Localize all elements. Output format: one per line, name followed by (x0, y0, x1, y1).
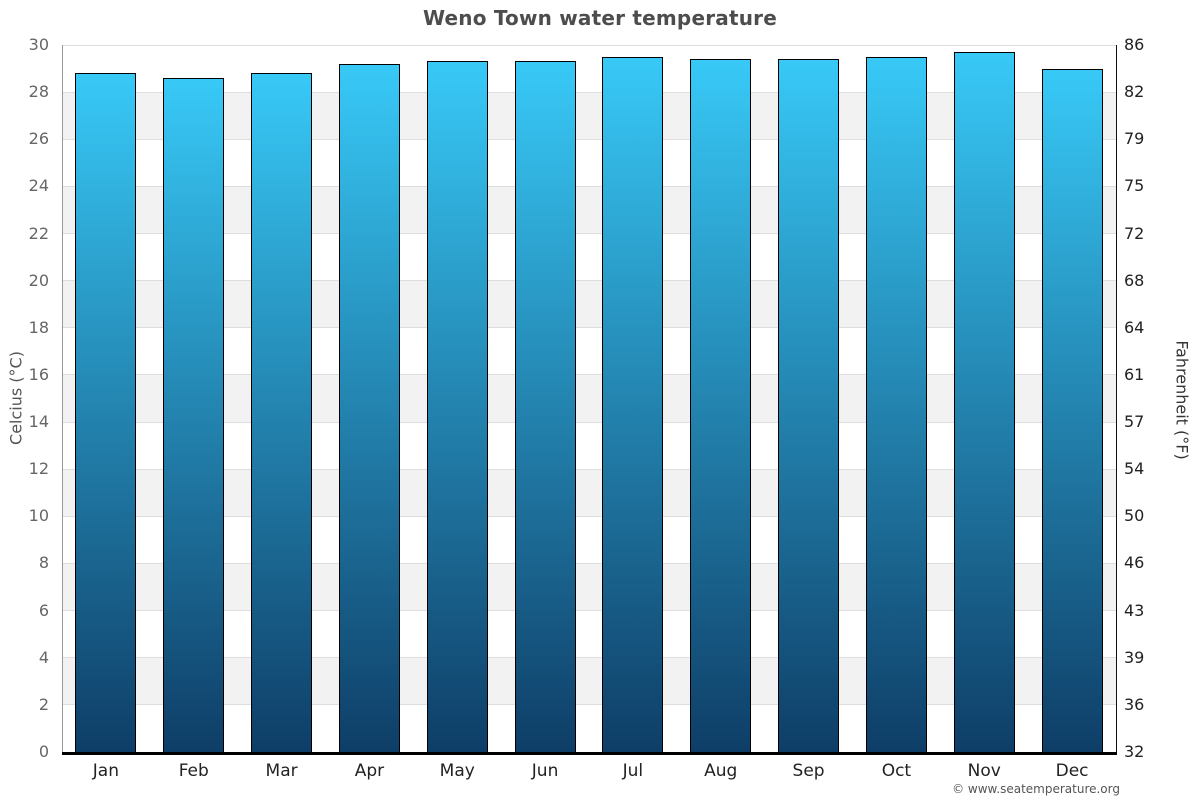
plot-band (62, 563, 1116, 611)
y-axis-title-fahrenheit: Fahrenheit (°F) (1172, 340, 1192, 460)
x-tick-label-jan: Jan (92, 761, 120, 781)
bar-mar[interactable] (251, 73, 313, 752)
plot-band (62, 92, 1116, 140)
y-tick-label-celsius: 20 (28, 270, 49, 290)
gridline (62, 421, 1116, 423)
y-tick-label-celsius: 18 (28, 317, 49, 337)
y-tick-label-celsius: 22 (28, 223, 49, 243)
y-tick-label-celsius: 30 (28, 35, 49, 54)
y-tick-label-fahrenheit: 50 (1124, 506, 1145, 526)
y-tick-label-fahrenheit: 82 (1124, 82, 1145, 102)
bar-jun[interactable] (514, 61, 576, 752)
y-tick-label-fahrenheit: 86 (1124, 35, 1145, 54)
y-tick-label-celsius: 2 (38, 694, 49, 714)
x-tick-label-dec: Dec (1055, 761, 1089, 781)
gridline (62, 91, 1116, 93)
bar-jan[interactable] (75, 73, 137, 752)
y-tick-label-fahrenheit: 57 (1124, 412, 1145, 432)
y-tick-label-celsius: 0 (38, 742, 49, 761)
gridline (62, 280, 1116, 282)
bar-apr[interactable] (338, 63, 400, 752)
x-tick-label-sep: Sep (792, 761, 825, 781)
watermark-link[interactable]: © www.seatemperature.org (952, 782, 1120, 796)
plot-band (62, 327, 1116, 375)
bar-jul[interactable] (602, 56, 664, 752)
y-axis-line-right (1116, 45, 1117, 752)
y-tick-label-celsius: 16 (28, 364, 49, 384)
y-tick-label-celsius: 10 (28, 506, 49, 526)
gridline (62, 657, 1116, 659)
plot-band (62, 516, 1116, 564)
y-tick-label-fahrenheit: 54 (1124, 459, 1145, 479)
x-tick-label-aug: Aug (704, 761, 738, 781)
plot-band (62, 704, 1116, 752)
plot-band (62, 139, 1116, 187)
bar-may[interactable] (426, 61, 488, 752)
bar-feb[interactable] (163, 77, 225, 752)
y-tick-label-celsius: 6 (38, 600, 49, 620)
y-tick-label-fahrenheit: 36 (1124, 694, 1145, 714)
x-tick-label-jun: Jun (531, 761, 559, 781)
y-tick-label-celsius: 12 (28, 459, 49, 479)
x-tick-label-nov: Nov (967, 761, 1001, 781)
bar-nov[interactable] (953, 52, 1015, 752)
y-tick-label-celsius: 8 (38, 553, 49, 573)
y-tick-label-fahrenheit: 39 (1124, 647, 1145, 667)
gridline (62, 562, 1116, 564)
y-tick-label-fahrenheit: 32 (1124, 742, 1145, 761)
gridline (62, 610, 1116, 612)
gridline (62, 468, 1116, 470)
y-tick-label-celsius: 28 (28, 82, 49, 102)
y-tick-label-celsius: 4 (38, 647, 49, 667)
gridline (62, 233, 1116, 235)
y-tick-label-fahrenheit: 46 (1124, 553, 1145, 573)
bar-sep[interactable] (778, 59, 840, 752)
y-axis-line-left (62, 45, 63, 752)
y-tick-label-fahrenheit: 61 (1124, 364, 1145, 384)
x-tick-label-may: May (439, 761, 475, 781)
plot-band (62, 422, 1116, 470)
gridline (62, 515, 1116, 517)
y-tick-label-fahrenheit: 75 (1124, 176, 1145, 196)
y-tick-label-fahrenheit: 72 (1124, 223, 1145, 243)
y-axis-title-celsius: Celcius (°C) (6, 351, 26, 445)
y-tick-label-celsius: 26 (28, 129, 49, 149)
x-tick-label-feb: Feb (178, 761, 209, 781)
plot-band (62, 186, 1116, 234)
gridline (62, 704, 1116, 706)
x-tick-label-jul: Jul (622, 761, 644, 781)
bar-aug[interactable] (690, 59, 752, 752)
x-tick-label-oct: Oct (881, 761, 912, 781)
gridline (62, 138, 1116, 140)
x-tick-label-mar: Mar (265, 761, 298, 781)
y-tick-label-celsius: 14 (28, 412, 49, 432)
plot-band (62, 610, 1116, 658)
gridline (62, 374, 1116, 376)
plot-band (62, 374, 1116, 423)
gridline (62, 185, 1116, 187)
gridline (62, 327, 1116, 329)
chart-title: Weno Town water temperature (422, 6, 777, 30)
y-tick-label-fahrenheit: 68 (1124, 270, 1145, 290)
plot-band (62, 233, 1116, 281)
bar-dec[interactable] (1041, 68, 1103, 752)
y-tick-label-fahrenheit: 64 (1124, 317, 1145, 337)
plot-band (62, 469, 1116, 517)
x-tick-label-apr: Apr (354, 761, 385, 781)
y-tick-label-celsius: 24 (28, 176, 49, 196)
y-tick-label-fahrenheit: 79 (1124, 129, 1145, 149)
y-tick-label-fahrenheit: 43 (1124, 600, 1145, 620)
gridline (62, 44, 1116, 46)
bar-oct[interactable] (865, 56, 927, 752)
plot-band (62, 45, 1116, 93)
x-axis-line (62, 752, 1117, 755)
plot-band (62, 280, 1116, 328)
plot-band (62, 657, 1116, 705)
